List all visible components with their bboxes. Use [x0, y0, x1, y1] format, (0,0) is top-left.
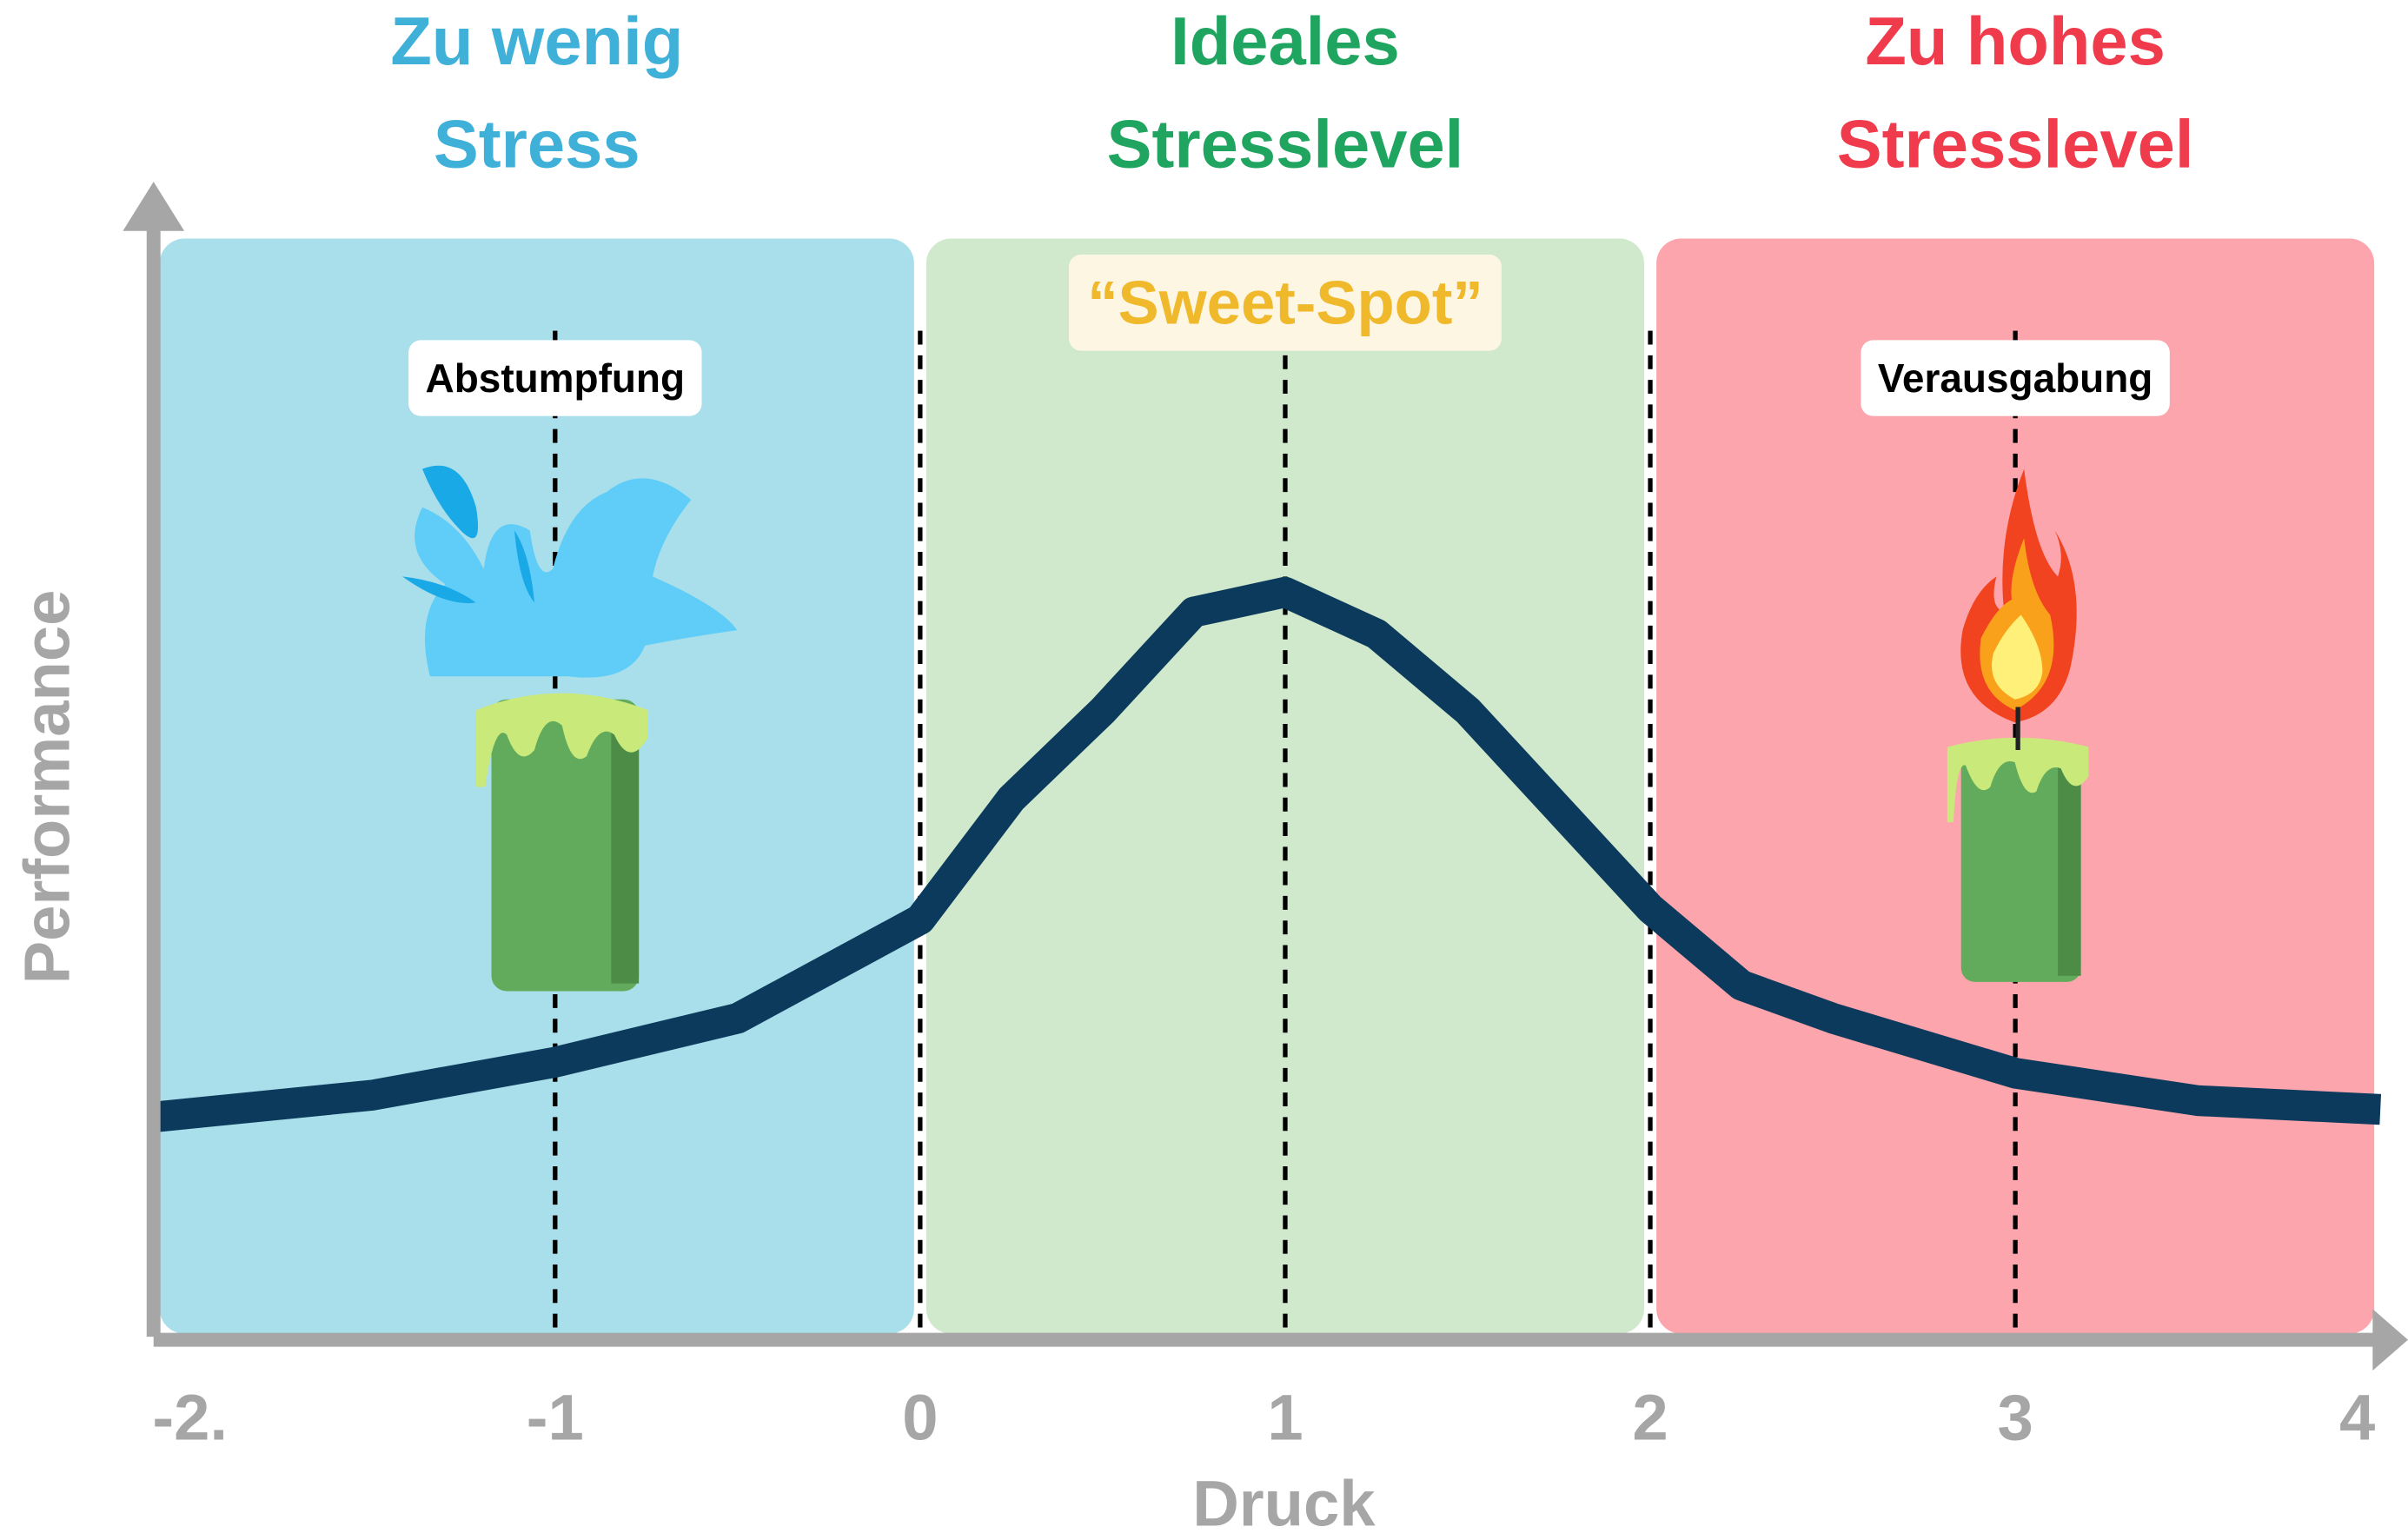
- zone-title: Zu wenig: [390, 4, 683, 79]
- annotation-text: Verausgabung: [1878, 355, 2153, 401]
- x-tick-label: 3: [1997, 1382, 2033, 1454]
- zone-title: Stresslevel: [1837, 108, 2194, 183]
- x-tick-label: 0: [902, 1382, 938, 1454]
- axes: Druck Performance -2. -1 0 1 2 3 4: [11, 182, 2408, 1540]
- annotations: Abstumpfung “Sweet-Spot” Verausgabung: [408, 254, 2170, 416]
- annotation-text: “Sweet-Spot”: [1087, 269, 1483, 337]
- annotation-box: [1069, 254, 1502, 351]
- zone-title: Ideales: [1171, 4, 1400, 79]
- burning-candle: [1947, 468, 2089, 982]
- curve-layer: [151, 576, 2382, 1132]
- zone-title: Zu hohes: [1865, 4, 2166, 79]
- x-tick-label: 4: [2339, 1382, 2375, 1454]
- x-axis-label: Druck: [1192, 1468, 1376, 1540]
- x-axis-arrow: [2372, 1309, 2408, 1371]
- annotation-box: [1861, 340, 2170, 416]
- annotation-box: [408, 340, 702, 416]
- zone-title: Stress: [434, 108, 640, 183]
- x-tick-label: -2.: [152, 1382, 228, 1454]
- y-axis-arrow: [123, 182, 185, 231]
- extinguished-candle: [402, 465, 738, 992]
- x-tick-label: 1: [1267, 1382, 1303, 1454]
- annotation-text: Abstumpfung: [426, 355, 686, 401]
- curve: [151, 576, 2382, 1132]
- y-axis-label: Performance: [11, 590, 83, 985]
- zone-title: Stresslevel: [1107, 108, 1464, 183]
- x-tick-label: 2: [1632, 1382, 1668, 1454]
- x-tick-label: -1: [527, 1382, 584, 1454]
